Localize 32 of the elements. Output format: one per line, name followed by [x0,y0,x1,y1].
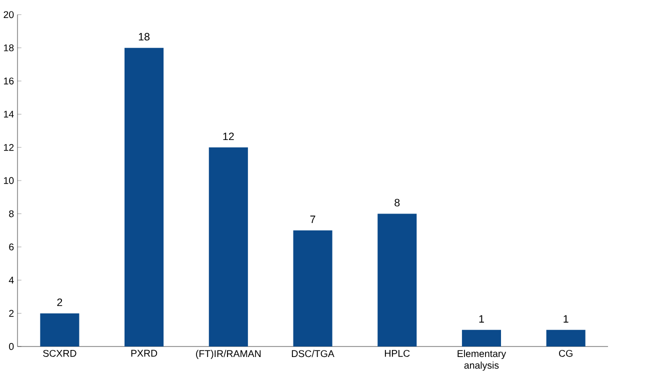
y-tick-label: 20 [4,11,14,18]
bar [546,330,586,346]
data-label: 2 [57,298,62,306]
y-tick-label: 4 [8,276,14,284]
data-label: 12 [223,132,234,140]
bar [208,147,248,346]
data-label: 1 [564,315,568,322]
bar [124,48,164,346]
x-tick-label: Elementary analysis [458,350,506,370]
y-tick-label: 6 [9,243,14,250]
y-tick-label: 2 [9,310,14,317]
y-tick-label: 18 [4,44,14,52]
data-label: 7 [310,215,316,223]
bar [293,230,332,346]
data-label: 1 [479,315,484,322]
y-tick-label: 14 [4,110,14,118]
y-tick-label: 0 [9,342,14,350]
y-tick-label: 12 [4,144,14,151]
bar [40,313,80,346]
y-tick-label: 10 [4,176,14,184]
x-tick-label: DSC/TGA [292,350,334,357]
x-tick-label: (FT)IR/RAMAN [196,350,261,359]
y-tick-label: 8 [9,210,14,218]
data-label: 18 [138,32,150,40]
x-tick-label: SCXRD [43,350,76,357]
bar [378,214,417,346]
bar [462,330,502,346]
data-label: 8 [394,198,400,206]
x-tick-label: HPLC [384,350,410,357]
y-tick-label: 16 [4,77,14,84]
x-tick-label: CG [559,350,572,357]
x-tick-label: PXRD [131,350,158,356]
